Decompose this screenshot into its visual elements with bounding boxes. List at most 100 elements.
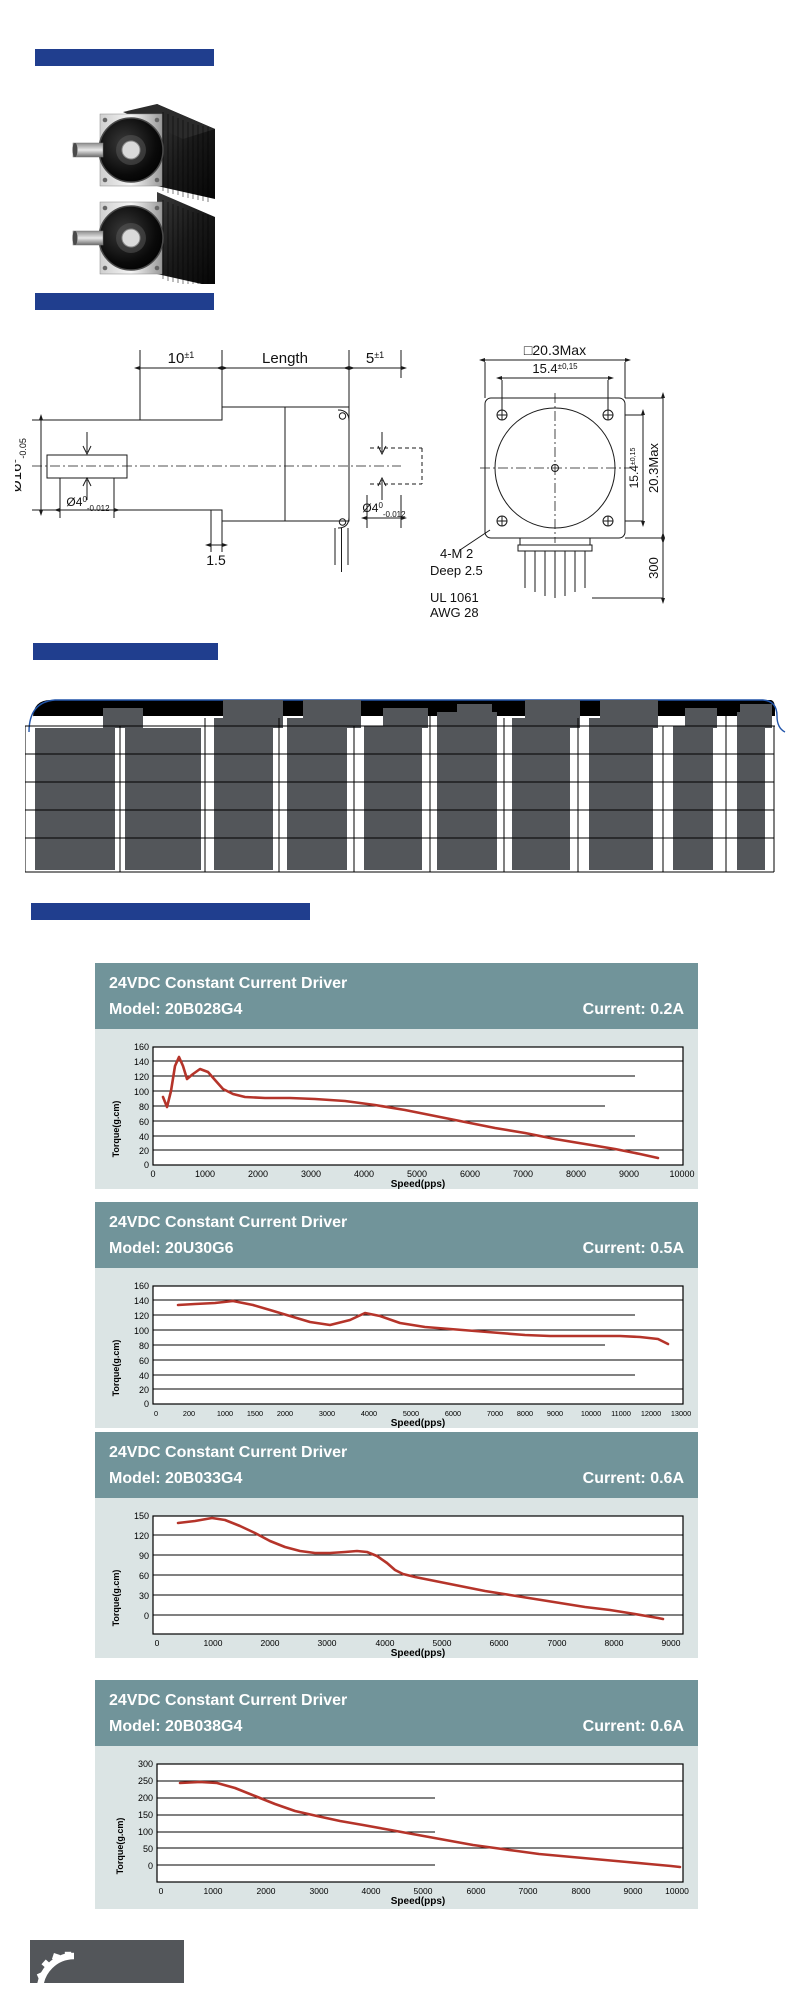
svg-text:60: 60 — [139, 1356, 149, 1366]
svg-text:8000: 8000 — [517, 1409, 533, 1418]
svg-text:□20.3Max: □20.3Max — [524, 342, 586, 358]
svg-text:7000: 7000 — [519, 1886, 538, 1896]
svg-text:Torque(g.cm): Torque(g.cm) — [111, 1340, 121, 1397]
svg-text:40: 40 — [139, 1132, 149, 1142]
svg-text:15.4±0,15: 15.4±0,15 — [627, 447, 641, 488]
svg-text:10000: 10000 — [669, 1169, 694, 1179]
svg-text:6000: 6000 — [490, 1638, 509, 1648]
svg-text:3000: 3000 — [319, 1409, 335, 1418]
svg-text:11000: 11000 — [611, 1409, 631, 1418]
svg-text:2000: 2000 — [261, 1638, 280, 1648]
svg-text:Speed(pps): Speed(pps) — [391, 1896, 445, 1906]
svg-text:1000: 1000 — [217, 1409, 233, 1418]
svg-text:90: 90 — [139, 1551, 149, 1561]
svg-text:2000: 2000 — [257, 1886, 276, 1896]
svg-text:12000: 12000 — [641, 1409, 661, 1418]
svg-text:4000: 4000 — [361, 1409, 377, 1418]
svg-text:Speed(pps): Speed(pps) — [391, 1648, 445, 1658]
svg-text:7000: 7000 — [513, 1169, 533, 1179]
svg-text:80: 80 — [139, 1341, 149, 1351]
svg-text:8000: 8000 — [566, 1169, 586, 1179]
svg-text:60: 60 — [139, 1571, 149, 1581]
svg-text:0: 0 — [154, 1409, 158, 1418]
svg-text:150: 150 — [134, 1511, 149, 1521]
svg-text:4000: 4000 — [376, 1638, 395, 1648]
svg-text:Torque(g.cm): Torque(g.cm) — [115, 1818, 125, 1875]
svg-text:UL 1061: UL 1061 — [430, 590, 479, 605]
svg-text:Ø40-0.012: Ø40-0.012 — [362, 501, 406, 519]
svg-text:1.5: 1.5 — [206, 552, 226, 568]
svg-text:4-M 2: 4-M 2 — [440, 546, 473, 561]
svg-text:150: 150 — [138, 1810, 153, 1820]
svg-text:200: 200 — [138, 1793, 153, 1803]
svg-text:9000: 9000 — [624, 1886, 643, 1896]
svg-text:120: 120 — [134, 1311, 149, 1321]
svg-text:20.3Max: 20.3Max — [646, 443, 661, 493]
svg-text:0: 0 — [150, 1169, 155, 1179]
svg-text:0: 0 — [155, 1638, 160, 1648]
svg-text:140: 140 — [134, 1296, 149, 1306]
svg-text:30: 30 — [139, 1591, 149, 1601]
svg-text:9000: 9000 — [547, 1409, 563, 1418]
svg-text:0: 0 — [144, 1160, 149, 1170]
svg-text:9000: 9000 — [619, 1169, 639, 1179]
svg-text:10000: 10000 — [581, 1409, 601, 1418]
svg-text:40: 40 — [139, 1371, 149, 1381]
svg-text:AWG 28: AWG 28 — [430, 605, 479, 620]
svg-text:80: 80 — [139, 1102, 149, 1112]
svg-text:60: 60 — [139, 1117, 149, 1127]
svg-text:0: 0 — [144, 1611, 149, 1621]
svg-text:120: 120 — [134, 1072, 149, 1082]
svg-text:Speed(pps): Speed(pps) — [391, 1418, 445, 1428]
svg-text:13000: 13000 — [671, 1409, 691, 1418]
svg-text:7000: 7000 — [548, 1638, 567, 1648]
svg-text:1000: 1000 — [195, 1169, 215, 1179]
svg-text:0: 0 — [148, 1861, 153, 1871]
svg-text:5000: 5000 — [407, 1169, 427, 1179]
svg-text:20: 20 — [139, 1146, 149, 1156]
svg-text:Torque(g.cm): Torque(g.cm) — [111, 1570, 121, 1627]
svg-text:6000: 6000 — [467, 1886, 486, 1896]
svg-text:3000: 3000 — [310, 1886, 329, 1896]
svg-text:10±1: 10±1 — [168, 350, 195, 367]
svg-text:Deep 2.5: Deep 2.5 — [430, 563, 483, 578]
svg-text:3000: 3000 — [301, 1169, 321, 1179]
svg-text:Ø160-0.05: Ø160-0.05 — [15, 438, 28, 492]
svg-text:8000: 8000 — [605, 1638, 624, 1648]
svg-text:Length: Length — [262, 350, 308, 367]
svg-text:300: 300 — [646, 557, 661, 579]
svg-text:1500: 1500 — [247, 1409, 263, 1418]
svg-text:15.4±0,15: 15.4±0,15 — [532, 361, 578, 376]
svg-text:5000: 5000 — [403, 1409, 419, 1418]
svg-text:Speed(pps): Speed(pps) — [391, 1179, 445, 1189]
svg-text:6000: 6000 — [445, 1409, 461, 1418]
svg-text:7000: 7000 — [487, 1409, 503, 1418]
svg-text:250: 250 — [138, 1776, 153, 1786]
svg-text:5000: 5000 — [414, 1886, 433, 1896]
svg-text:4000: 4000 — [362, 1886, 381, 1896]
svg-text:50: 50 — [143, 1844, 153, 1854]
svg-text:1000: 1000 — [204, 1638, 223, 1648]
svg-text:120: 120 — [134, 1531, 149, 1541]
svg-text:4000: 4000 — [354, 1169, 374, 1179]
svg-text:100: 100 — [134, 1326, 149, 1336]
svg-text:1000: 1000 — [204, 1886, 223, 1896]
svg-text:100: 100 — [134, 1087, 149, 1097]
svg-text:300: 300 — [138, 1759, 153, 1769]
svg-text:100: 100 — [138, 1827, 153, 1837]
svg-text:160: 160 — [134, 1281, 149, 1291]
svg-text:200: 200 — [183, 1409, 195, 1418]
svg-text:20: 20 — [139, 1385, 149, 1395]
svg-text:6000: 6000 — [460, 1169, 480, 1179]
svg-text:5±1: 5±1 — [366, 350, 384, 367]
svg-text:140: 140 — [134, 1057, 149, 1067]
svg-text:160: 160 — [134, 1042, 149, 1052]
svg-text:Torque(g.cm): Torque(g.cm) — [111, 1101, 121, 1158]
svg-text:3000: 3000 — [318, 1638, 337, 1648]
svg-text:5000: 5000 — [433, 1638, 452, 1648]
svg-text:0: 0 — [159, 1886, 164, 1896]
svg-text:0: 0 — [144, 1399, 149, 1409]
svg-text:9000: 9000 — [662, 1638, 681, 1648]
svg-text:8000: 8000 — [572, 1886, 591, 1896]
svg-text:2000: 2000 — [248, 1169, 268, 1179]
